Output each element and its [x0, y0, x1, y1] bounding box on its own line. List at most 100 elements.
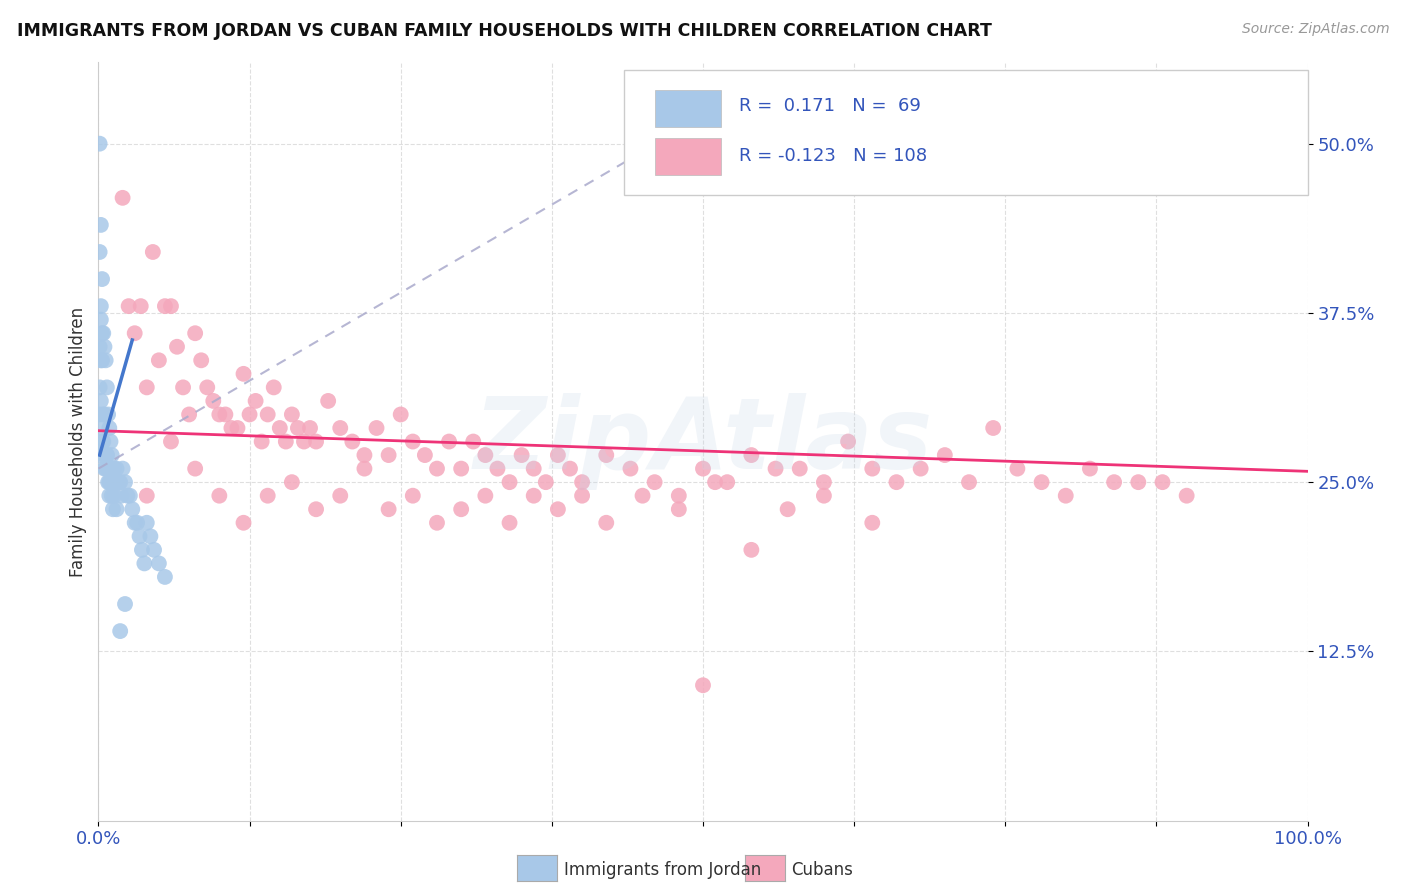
- Point: [377, 502, 399, 516]
- Point: [523, 461, 546, 475]
- Point: [389, 408, 412, 422]
- Point: [1054, 489, 1077, 503]
- Point: [498, 516, 520, 530]
- Point: [981, 421, 1004, 435]
- Point: [93, 448, 115, 462]
- Point: [740, 542, 762, 557]
- Point: [121, 502, 143, 516]
- Point: [644, 475, 666, 490]
- Point: [91, 326, 114, 341]
- Point: [353, 461, 375, 475]
- Point: [89, 380, 111, 394]
- Point: [90, 299, 112, 313]
- Point: [329, 421, 352, 435]
- Point: [184, 326, 207, 341]
- Point: [91, 408, 114, 422]
- Point: [118, 489, 141, 503]
- Point: [105, 502, 128, 516]
- Point: [103, 489, 125, 503]
- Point: [1078, 461, 1101, 475]
- Point: [179, 408, 201, 422]
- Point: [104, 475, 127, 490]
- Point: [274, 434, 297, 449]
- Point: [232, 367, 254, 381]
- Point: [287, 421, 309, 435]
- Point: [765, 461, 787, 475]
- Point: [98, 489, 121, 503]
- Point: [740, 448, 762, 462]
- Point: [91, 272, 114, 286]
- Point: [305, 502, 328, 516]
- Point: [910, 461, 932, 475]
- Point: [90, 312, 112, 326]
- Point: [184, 461, 207, 475]
- Point: [110, 489, 132, 503]
- Point: [256, 408, 278, 422]
- Point: [860, 461, 883, 475]
- Point: [96, 448, 118, 462]
- Point: [474, 448, 496, 462]
- Point: [128, 529, 150, 543]
- Point: [776, 502, 799, 516]
- Point: [1175, 489, 1198, 503]
- FancyBboxPatch shape: [624, 70, 1308, 195]
- Point: [208, 489, 231, 503]
- Point: [100, 489, 122, 503]
- Point: [89, 448, 111, 462]
- Point: [239, 408, 262, 422]
- Point: [91, 434, 114, 449]
- Point: [94, 353, 117, 368]
- Point: [595, 516, 617, 530]
- FancyBboxPatch shape: [655, 138, 721, 175]
- Point: [100, 475, 122, 490]
- Point: [1007, 461, 1029, 475]
- Point: [111, 461, 134, 475]
- Text: Immigrants from Jordan: Immigrants from Jordan: [564, 861, 761, 879]
- Point: [114, 597, 136, 611]
- Point: [463, 434, 485, 449]
- Y-axis label: Family Households with Children: Family Households with Children: [69, 307, 87, 576]
- Point: [534, 475, 557, 490]
- Point: [692, 461, 714, 475]
- Point: [142, 244, 165, 259]
- Point: [91, 326, 114, 341]
- Point: [91, 421, 114, 435]
- Point: [934, 448, 956, 462]
- Point: [135, 516, 157, 530]
- Point: [245, 393, 267, 408]
- Point: [148, 353, 170, 368]
- Point: [98, 475, 121, 490]
- Point: [402, 489, 425, 503]
- Text: Cubans: Cubans: [792, 861, 853, 879]
- Point: [94, 448, 117, 462]
- Point: [108, 624, 131, 639]
- Point: [957, 475, 980, 490]
- Point: [160, 434, 183, 449]
- Point: [281, 475, 304, 490]
- Point: [101, 502, 124, 516]
- Point: [90, 393, 112, 408]
- Point: [342, 434, 364, 449]
- Point: [547, 502, 569, 516]
- Point: [97, 475, 120, 490]
- Point: [426, 516, 449, 530]
- Point: [292, 434, 315, 449]
- Point: [1031, 475, 1053, 490]
- Point: [124, 516, 146, 530]
- Point: [101, 461, 124, 475]
- Point: [366, 421, 388, 435]
- Point: [668, 489, 690, 503]
- Point: [90, 353, 112, 368]
- Point: [668, 502, 690, 516]
- Point: [250, 434, 273, 449]
- Point: [98, 421, 121, 435]
- Point: [111, 191, 134, 205]
- Point: [704, 475, 727, 490]
- Point: [172, 380, 194, 394]
- Point: [860, 516, 883, 530]
- Point: [117, 489, 139, 503]
- Point: [101, 475, 124, 490]
- Point: [143, 542, 166, 557]
- Point: [96, 380, 118, 394]
- Point: [103, 461, 125, 475]
